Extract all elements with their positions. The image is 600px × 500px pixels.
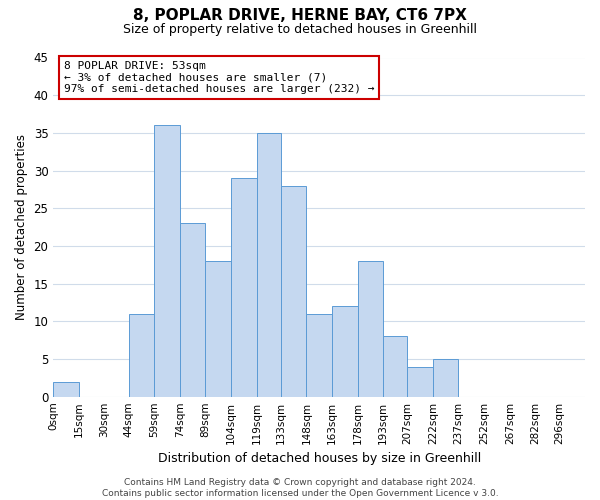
Bar [383, 336, 407, 396]
Bar [307, 314, 332, 396]
Bar [332, 306, 358, 396]
Bar [205, 261, 231, 396]
Text: Contains HM Land Registry data © Crown copyright and database right 2024.
Contai: Contains HM Land Registry data © Crown c… [101, 478, 499, 498]
Bar [128, 314, 154, 396]
X-axis label: Distribution of detached houses by size in Greenhill: Distribution of detached houses by size … [158, 452, 481, 465]
Bar [358, 261, 383, 396]
Bar [433, 359, 458, 397]
Bar [53, 382, 79, 396]
Bar [154, 126, 180, 396]
Y-axis label: Number of detached properties: Number of detached properties [15, 134, 28, 320]
Bar [407, 366, 433, 396]
Text: 8 POPLAR DRIVE: 53sqm
← 3% of detached houses are smaller (7)
97% of semi-detach: 8 POPLAR DRIVE: 53sqm ← 3% of detached h… [64, 61, 374, 94]
Bar [257, 133, 281, 396]
Bar [180, 224, 205, 396]
Bar [231, 178, 257, 396]
Text: Size of property relative to detached houses in Greenhill: Size of property relative to detached ho… [123, 22, 477, 36]
Bar [281, 186, 307, 396]
Text: 8, POPLAR DRIVE, HERNE BAY, CT6 7PX: 8, POPLAR DRIVE, HERNE BAY, CT6 7PX [133, 8, 467, 22]
